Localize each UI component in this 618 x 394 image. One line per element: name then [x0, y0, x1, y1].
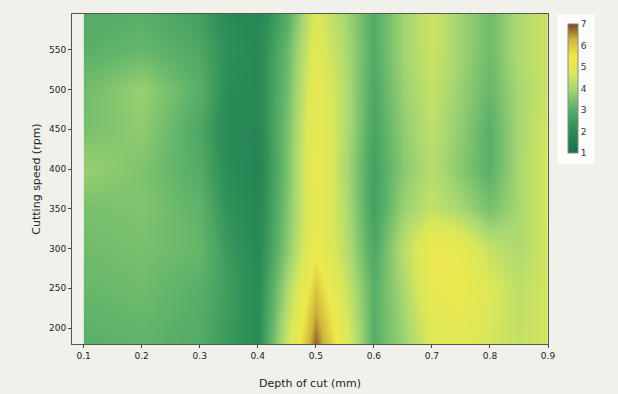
- svg-text:Depth of cut (mm): Depth of cut (mm): [259, 377, 361, 390]
- svg-text:500: 500: [49, 85, 66, 95]
- svg-text:0.3: 0.3: [193, 351, 207, 361]
- svg-text:0.9: 0.9: [541, 351, 556, 361]
- svg-text:4: 4: [581, 84, 587, 94]
- svg-text:350: 350: [49, 204, 66, 214]
- svg-text:250: 250: [49, 283, 66, 293]
- svg-text:2: 2: [581, 127, 587, 137]
- svg-text:0.2: 0.2: [134, 351, 148, 361]
- svg-text:450: 450: [49, 124, 66, 134]
- svg-text:0.8: 0.8: [483, 351, 498, 361]
- svg-text:550: 550: [49, 45, 66, 55]
- svg-text:0.7: 0.7: [425, 351, 439, 361]
- svg-text:1: 1: [581, 148, 587, 158]
- svg-text:400: 400: [49, 164, 66, 174]
- svg-text:5: 5: [581, 62, 587, 72]
- svg-text:0.1: 0.1: [76, 351, 90, 361]
- svg-text:3: 3: [581, 105, 587, 115]
- svg-text:0.4: 0.4: [251, 351, 266, 361]
- svg-text:6: 6: [581, 41, 587, 51]
- svg-text:Cutting speed (rpm): Cutting speed (rpm): [30, 123, 43, 234]
- svg-text:7: 7: [581, 19, 587, 29]
- svg-text:0.5: 0.5: [309, 351, 323, 361]
- svg-text:200: 200: [49, 323, 66, 333]
- svg-text:300: 300: [49, 244, 66, 254]
- svg-text:0.6: 0.6: [367, 351, 382, 361]
